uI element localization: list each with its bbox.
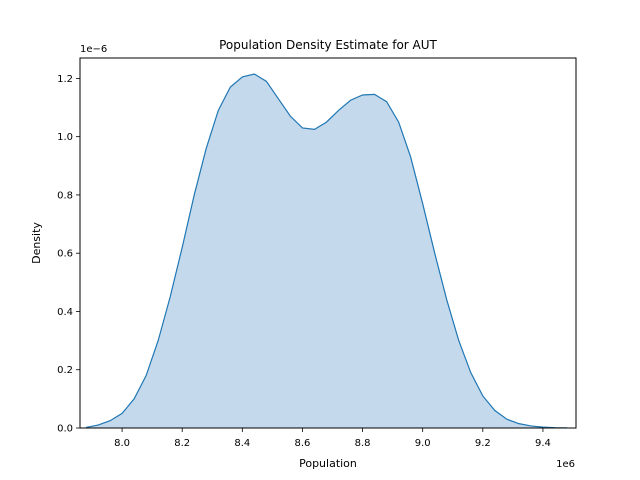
y-tick-label: 0.0: [57, 424, 73, 435]
y-tick-label: 0.4: [57, 307, 73, 318]
y-offset-label: 1e−6: [80, 44, 107, 55]
x-axis: 8.0 8.2 8.4 8.6 8.8 9.0 9.2 9.4: [114, 428, 551, 449]
x-offset-label: 1e6: [556, 459, 575, 470]
density-area-0: [86, 74, 567, 429]
y-axis: 0.0 0.2 0.4 0.6 0.8 1.0 1.2: [57, 74, 80, 435]
x-tick-label: 9.2: [475, 438, 491, 449]
y-tick-label: 1.2: [57, 74, 73, 85]
y-tick-label: 0.2: [57, 365, 73, 376]
plot-area: [85, 73, 567, 429]
x-tick-label: 8.2: [174, 438, 190, 449]
x-axis-label: Population: [299, 457, 357, 470]
y-tick-label: 0.8: [57, 190, 73, 201]
x-tick-label: 8.8: [355, 438, 371, 449]
chart-title: Population Density Estimate for AUT: [219, 38, 437, 52]
x-tick-label: 9.4: [535, 438, 551, 449]
plot-frame: [79, 57, 577, 429]
x-tick-label: 8.6: [294, 438, 310, 449]
density-line-0: [85, 73, 567, 429]
x-tick-label: 9.0: [415, 438, 431, 449]
x-tick-label: 8.0: [114, 438, 130, 449]
y-tick-label: 0.6: [57, 249, 73, 260]
y-tick-label: 1.0: [57, 132, 73, 143]
y-axis-label: Density: [30, 222, 43, 264]
x-tick-label: 8.4: [234, 438, 250, 449]
